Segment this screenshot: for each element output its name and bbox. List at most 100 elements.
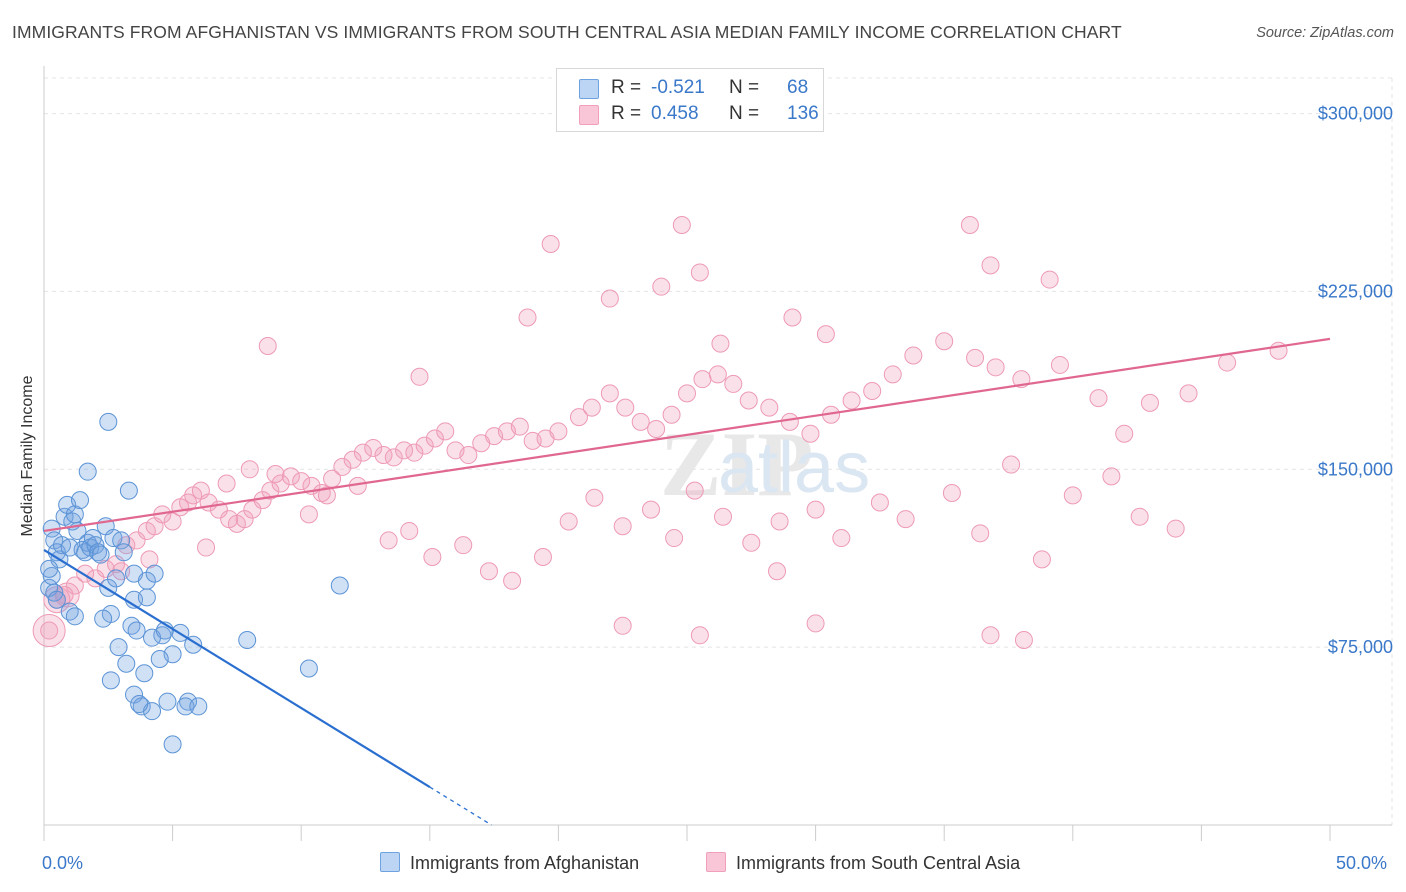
scatter-point: [678, 384, 696, 403]
scatter-point: [415, 436, 434, 455]
y-tick-label: $75,000: [1328, 637, 1393, 657]
scatter-point: [816, 325, 835, 344]
scatter-point: [91, 545, 110, 564]
legend-n-label: N =: [729, 77, 760, 98]
scatter-point: [981, 256, 1000, 275]
series-south-central-asia: [32, 216, 1288, 650]
scatter-point: [582, 398, 601, 417]
bottom-legend-label: Immigrants from South Central Asia: [736, 853, 1021, 873]
scatter-point: [189, 697, 208, 716]
x-tick-label-max: 50.0%: [1336, 853, 1388, 873]
y-tick-label: $150,000: [1318, 459, 1393, 479]
scatter-point: [150, 650, 169, 668]
scatter-point: [405, 443, 424, 462]
scatter-point: [600, 289, 619, 308]
scatter-point: [114, 543, 133, 562]
legend-swatch-blue: [579, 79, 599, 99]
scatter-point: [647, 419, 666, 438]
scatter-point: [708, 365, 727, 384]
scatter-point: [693, 370, 712, 389]
scatter-point: [842, 391, 861, 410]
scatter-point: [179, 692, 198, 711]
scatter-point: [613, 517, 632, 536]
scatter-point: [130, 695, 149, 714]
trend-lines: [43, 337, 1331, 826]
scatter-point: [770, 512, 789, 531]
scatter-point: [631, 412, 650, 431]
scatter-point: [1102, 467, 1121, 486]
bottom-legend-swatch-blue: [380, 852, 400, 872]
x-tick-label-min: 0.0%: [42, 853, 84, 873]
trend-line-afghanistan-extension: [429, 786, 492, 826]
legend-swatch-pink: [579, 105, 599, 125]
scatter-point: [685, 481, 704, 500]
scatter-point: [1166, 519, 1185, 538]
scatter-point: [40, 559, 59, 578]
scatter-point: [423, 548, 442, 567]
bottom-legend-south-central-asia: Immigrants from South Central Asia: [706, 852, 1020, 874]
scatter-point: [158, 692, 177, 711]
watermark-atlas: atlas: [718, 428, 870, 508]
scatter-point: [1002, 455, 1021, 474]
scatter-point: [78, 462, 97, 481]
trend-line-south-central-asia: [43, 337, 1331, 533]
scatter-point: [600, 384, 619, 403]
scatter-point: [613, 616, 632, 635]
scatter-point: [986, 358, 1005, 377]
scatter-point: [768, 562, 787, 581]
x-axis: [43, 66, 1392, 841]
scatter-point: [714, 507, 733, 526]
scatter-point: [140, 550, 159, 569]
scatter-point: [690, 263, 709, 282]
scatter-point: [107, 569, 126, 588]
scatter-point: [86, 569, 105, 588]
scatter-point: [400, 521, 419, 540]
scatter-point: [711, 334, 730, 353]
scatter-point: [235, 510, 254, 529]
scatter-point: [454, 536, 473, 555]
scatter-point: [942, 484, 961, 502]
scatter-point: [1089, 389, 1108, 408]
scatter-point: [742, 533, 761, 552]
scatter-point: [261, 481, 280, 500]
series-afghanistan: [40, 412, 349, 754]
scatter-point: [652, 277, 671, 296]
legend-n-label: N =: [729, 103, 760, 124]
scatter-point: [384, 448, 403, 467]
scatter-point: [258, 336, 277, 355]
scatter-point: [101, 671, 120, 690]
scatter-point: [1130, 507, 1149, 526]
scatter-point: [981, 626, 1000, 645]
y-tick-label: $225,000: [1318, 281, 1393, 301]
scatter-point: [317, 486, 336, 505]
scatter-point: [1050, 355, 1069, 374]
scatter-point: [96, 559, 115, 578]
scatter-point: [739, 391, 758, 410]
scatter-point: [1032, 550, 1051, 569]
scatter-point: [132, 697, 151, 716]
scatter-point: [616, 398, 635, 417]
scatter-point: [145, 564, 164, 583]
scatter-point: [724, 374, 743, 393]
scatter-point: [217, 474, 236, 493]
trend-line-afghanistan: [43, 548, 431, 788]
scatter-point: [343, 450, 362, 469]
bottom-legend-label: Immigrants from Afghanistan: [410, 853, 640, 873]
scatter-point: [127, 621, 146, 640]
scatter-point: [266, 465, 285, 484]
scatter-point: [163, 735, 182, 754]
scatter-point: [569, 408, 588, 427]
scatter-point: [137, 588, 156, 607]
legend-n-value: 68: [787, 77, 809, 98]
scatter-point: [1115, 424, 1134, 443]
scatter-point: [197, 538, 216, 557]
scatter-point: [935, 332, 954, 351]
scatter-point: [71, 491, 90, 510]
scatter-point: [109, 638, 128, 657]
scatter-point: [122, 616, 141, 635]
scatter-point: [585, 488, 604, 507]
legend-n-value: 136: [787, 103, 819, 124]
scatter-point: [549, 422, 568, 441]
scatter-point: [801, 424, 820, 443]
scatter-point: [86, 536, 105, 555]
